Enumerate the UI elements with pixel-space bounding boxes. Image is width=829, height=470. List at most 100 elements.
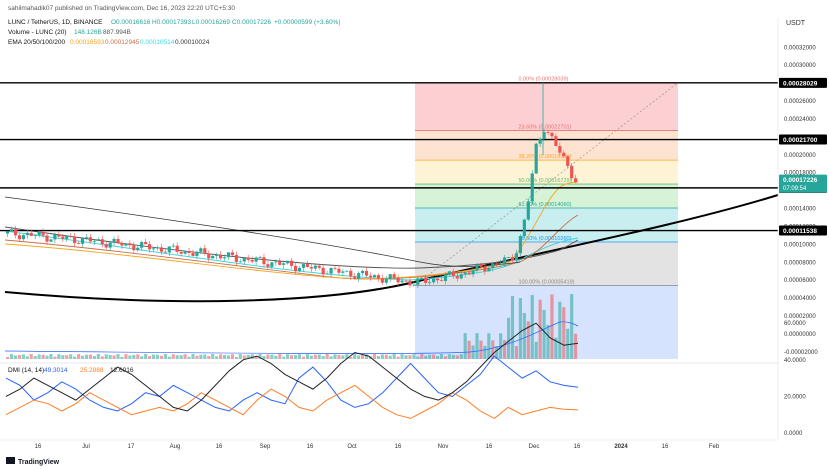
volume-bar bbox=[108, 354, 112, 359]
candle-body bbox=[53, 234, 57, 240]
price-tick-label: 0.00000000 bbox=[784, 332, 816, 338]
fib-label: 38.20% (0.00019398) bbox=[519, 154, 572, 160]
fibonacci-retracement[interactable]: 0.00% (0.00028039) 23.60% (0.00022701) 38.… bbox=[414, 77, 679, 359]
price-level-badge bbox=[779, 134, 827, 145]
candle-body bbox=[112, 238, 116, 243]
candle-body bbox=[250, 259, 254, 262]
volume-bar bbox=[361, 354, 365, 359]
volume-bar bbox=[29, 354, 33, 359]
volume-bar bbox=[479, 340, 483, 359]
price-axis: 0.000320000.000300000.000280000.00026000… bbox=[777, 18, 827, 440]
candle-body bbox=[392, 274, 396, 278]
volume-bar bbox=[286, 354, 290, 359]
candle-body bbox=[526, 201, 530, 220]
dmi-tick-label: 0.0000 bbox=[784, 431, 803, 437]
adx-line bbox=[5, 322, 579, 412]
time-tick-label: 16 bbox=[574, 444, 581, 450]
volume-bar bbox=[534, 341, 538, 359]
volume-bar bbox=[45, 355, 49, 359]
candle-body bbox=[183, 250, 187, 254]
fib-label: 0.00% (0.00028039) bbox=[519, 77, 569, 83]
volume-bar bbox=[522, 312, 526, 359]
volume-bar bbox=[420, 354, 424, 359]
volume-bar bbox=[84, 354, 89, 359]
candle-body bbox=[357, 273, 361, 279]
volume-bar bbox=[353, 354, 357, 359]
volume-bar bbox=[226, 355, 231, 359]
candle-body bbox=[404, 280, 408, 282]
dmi-tick-label: 40.0000 bbox=[784, 358, 806, 364]
volume-bar bbox=[376, 356, 380, 359]
volume-bar bbox=[416, 356, 420, 359]
price-tick-label: -0.00002000 bbox=[784, 350, 818, 356]
adx-value: 12.6016 bbox=[110, 367, 134, 374]
volume-bar bbox=[514, 345, 519, 359]
volume-bar bbox=[313, 354, 317, 359]
volume-legend-value-1: 148.126B bbox=[74, 29, 102, 36]
volume-bar bbox=[566, 328, 570, 359]
time-tick-label: 16 bbox=[35, 444, 42, 450]
tradingview-logo[interactable]: TradingView bbox=[6, 457, 60, 466]
ohlc-values: O0.00016616 H0.00017393 L0.00016269 C0.0… bbox=[111, 19, 341, 26]
candle-body bbox=[495, 263, 499, 265]
price-tick-label: 0.00024000 bbox=[784, 117, 816, 123]
fib-label: 78.60% (0.00010260) bbox=[519, 236, 572, 242]
volume-bar bbox=[463, 333, 467, 359]
candle-body bbox=[424, 277, 428, 283]
candle-body bbox=[49, 239, 53, 242]
volume-bar bbox=[506, 317, 511, 359]
volume-bar bbox=[282, 356, 286, 359]
candle-body bbox=[416, 278, 420, 285]
candle-body bbox=[396, 277, 400, 283]
volume-bar bbox=[207, 356, 211, 359]
currency-label[interactable]: USDT bbox=[786, 20, 806, 27]
volume-bar bbox=[325, 354, 329, 359]
candle-body bbox=[258, 257, 262, 259]
candle-body bbox=[219, 254, 223, 259]
volume-bar bbox=[435, 356, 440, 359]
candle-body bbox=[29, 232, 33, 236]
candle-body bbox=[120, 243, 124, 246]
candle-body bbox=[238, 261, 242, 263]
volume-bar bbox=[408, 355, 412, 359]
support-resistance-lines[interactable] bbox=[0, 82, 778, 232]
volume-bar bbox=[432, 354, 436, 359]
ema-legend-label: EMA 20/50/100/200 bbox=[8, 39, 65, 46]
price-tick-label: 0.00032000 bbox=[784, 45, 816, 51]
volume-bar bbox=[309, 355, 313, 359]
candle-body bbox=[361, 270, 365, 274]
candle-body bbox=[506, 257, 511, 258]
time-tick-label: 16 bbox=[662, 444, 669, 450]
candle-body bbox=[195, 251, 199, 256]
candle-body bbox=[522, 219, 526, 237]
time-tick-label: Nov bbox=[438, 444, 449, 450]
candle-body bbox=[100, 239, 104, 245]
dmi-pane bbox=[0, 322, 778, 419]
tradingview-logo-icon bbox=[6, 457, 15, 464]
volume-bar bbox=[155, 354, 160, 359]
volume-bar bbox=[187, 356, 191, 359]
time-tick-label: 16 bbox=[307, 444, 314, 450]
volume-bar bbox=[317, 354, 321, 359]
ohlc-low: L0.00016269 bbox=[192, 19, 230, 26]
volume-bar bbox=[96, 354, 100, 359]
candle-body bbox=[9, 229, 14, 232]
volume-bar bbox=[404, 355, 408, 359]
volume-bar bbox=[33, 356, 37, 359]
volume-bar bbox=[443, 356, 448, 359]
candle-body bbox=[297, 267, 302, 272]
volume-bar bbox=[301, 356, 306, 359]
candle-body bbox=[353, 276, 357, 279]
volume-bar bbox=[9, 354, 14, 359]
volume-bar bbox=[25, 356, 29, 359]
volume-bar bbox=[293, 355, 298, 359]
candle-body bbox=[222, 257, 227, 259]
volume-bar bbox=[6, 357, 10, 359]
candle-body bbox=[96, 239, 100, 241]
candle-body bbox=[116, 238, 120, 244]
candle-body bbox=[132, 245, 136, 251]
candle-body bbox=[6, 231, 10, 234]
volume-bar bbox=[518, 298, 522, 359]
